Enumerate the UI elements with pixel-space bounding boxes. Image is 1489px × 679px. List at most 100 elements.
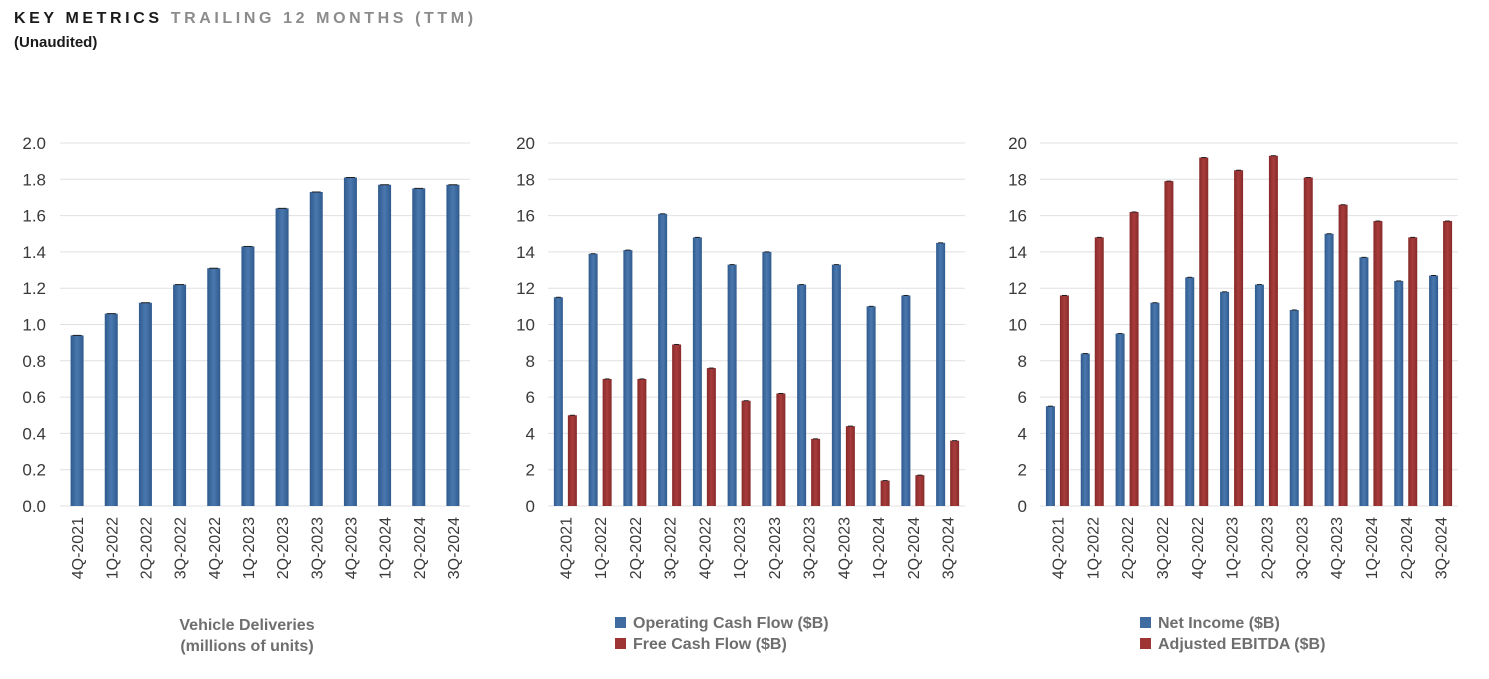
chart3-bar-s1 — [1185, 277, 1195, 506]
chart3-bar-s1 — [1324, 233, 1334, 506]
chart2-bar-s1 — [658, 213, 668, 506]
chart3-y-tick: 16 — [1008, 207, 1027, 226]
chart3-bar-s1 — [1045, 406, 1055, 506]
chart3-bar-s2 — [1199, 157, 1209, 506]
chart1-x-tick: 2Q-2022 — [138, 517, 155, 579]
chart2-y-tick: 8 — [526, 352, 535, 371]
chart2-bar-s2 — [741, 400, 751, 506]
chart3-bar-s2 — [1164, 181, 1174, 507]
chart2-legend-label: Operating Cash Flow ($B) — [633, 615, 829, 632]
chart2-bar-s1 — [866, 306, 876, 506]
chart1-y-tick: 0.2 — [22, 461, 46, 480]
chart1-x-tick: 1Q-2023 — [241, 517, 258, 579]
chart1-bar-s1 — [309, 192, 323, 506]
chart2-legend-swatch — [615, 638, 626, 649]
chart2-bar-s2 — [880, 480, 890, 506]
chart1-y-tick: 0.4 — [22, 424, 46, 443]
chart3-x-tick: 1Q-2022 — [1085, 517, 1102, 579]
chart2-y-tick: 16 — [516, 207, 535, 226]
chart3-x-tick: 4Q-2022 — [1190, 517, 1207, 579]
chart3-bar-s2 — [1059, 295, 1069, 506]
chart2-bar-s2 — [845, 426, 855, 506]
chart2-bar-s2 — [567, 415, 577, 506]
chart2-y-tick: 12 — [516, 279, 535, 298]
chart1-caption-line: Vehicle Deliveries — [179, 617, 314, 634]
chart1-bar-s1 — [138, 302, 152, 506]
chart3-legend-swatch — [1140, 617, 1151, 628]
chart1-bar-s1 — [104, 313, 118, 506]
chart2-bar-s1 — [762, 251, 772, 506]
chart3-x-tick: 3Q-2024 — [1434, 517, 1451, 579]
chart2-y-tick: 6 — [526, 388, 535, 407]
chart1-y-tick: 2.0 — [22, 134, 46, 153]
chart1-bar-s1 — [70, 335, 84, 506]
chart3-x-tick: 3Q-2023 — [1294, 517, 1311, 579]
chart1-x-tick: 2Q-2024 — [412, 517, 429, 579]
chart2-x-tick: 4Q-2023 — [836, 517, 853, 579]
chart2-y-tick: 14 — [516, 243, 535, 262]
chart3-y-tick: 12 — [1008, 279, 1027, 298]
chart3-y-tick: 6 — [1018, 388, 1027, 407]
chart2-y-tick: 18 — [516, 170, 535, 189]
chart3-bar-s1 — [1394, 280, 1404, 506]
chart1-bar-s1 — [207, 268, 221, 506]
chart3-bar-s2 — [1303, 177, 1313, 507]
chart2-bar-s1 — [727, 264, 737, 506]
chart1-x-tick: 4Q-2022 — [207, 517, 224, 579]
chart3-x-tick: 2Q-2022 — [1120, 517, 1137, 579]
chart3-bar-s1 — [1220, 291, 1230, 506]
chart2-legend-label: Free Cash Flow ($B) — [633, 636, 787, 653]
chart2-bar-s1 — [553, 297, 563, 506]
chart2-bar-s2 — [811, 438, 821, 506]
chart1-bar-s1 — [378, 184, 392, 506]
chart1-bar-s1 — [241, 246, 255, 506]
chart1-y-tick: 1.2 — [22, 279, 46, 298]
chart3-legend-label: Net Income ($B) — [1158, 615, 1280, 632]
chart3-bar-s2 — [1234, 170, 1244, 506]
chart1-y-tick: 1.6 — [22, 207, 46, 226]
chart2-y-tick: 0 — [526, 497, 535, 516]
chart1-bar-s1 — [275, 208, 289, 506]
chart1-x-tick: 4Q-2021 — [70, 517, 87, 579]
chart1-bar-s1 — [343, 177, 357, 507]
chart3-y-tick: 2 — [1018, 461, 1027, 480]
chart3-bar-s2 — [1338, 204, 1348, 506]
chart1-y-tick: 1.4 — [22, 243, 46, 262]
chart2-x-tick: 1Q-2024 — [871, 517, 888, 579]
chart2-bar-s1 — [692, 237, 702, 506]
chart2-x-tick: 3Q-2022 — [663, 517, 680, 579]
chart3-x-tick: 2Q-2024 — [1399, 517, 1416, 579]
chart1-caption-line: (millions of units) — [180, 638, 313, 655]
chart3-legend-swatch — [1140, 638, 1151, 649]
chart3-x-tick: 1Q-2024 — [1364, 517, 1381, 579]
unaudited-note: (Unaudited) — [14, 34, 98, 51]
chart2-bar-s2 — [776, 393, 786, 506]
chart2-bar-s1 — [588, 253, 598, 506]
chart3-legend-label: Adjusted EBITDA ($B) — [1158, 636, 1325, 653]
chart3-bar-s2 — [1408, 237, 1418, 506]
chart3-bar-s2 — [1268, 155, 1278, 506]
chart2-bar-s2 — [672, 344, 682, 506]
chart1-x-tick: 1Q-2022 — [104, 517, 121, 579]
chart1-x-tick: 3Q-2023 — [309, 517, 326, 579]
chart1-x-tick: 4Q-2023 — [343, 517, 360, 579]
chart2-bar-s2 — [950, 440, 960, 506]
chart3-y-tick: 0 — [1018, 497, 1027, 516]
chart3-y-tick: 4 — [1018, 424, 1027, 443]
chart1-y-tick: 1.0 — [22, 316, 46, 335]
chart1-bar-s1 — [173, 284, 187, 506]
chart3-y-tick: 8 — [1018, 352, 1027, 371]
chart1-x-tick: 2Q-2023 — [275, 517, 292, 579]
chart2-bar-s1 — [936, 242, 946, 506]
chart1-x-tick: 3Q-2022 — [173, 517, 190, 579]
chart3-bar-s2 — [1443, 221, 1453, 507]
chart2-x-tick: 1Q-2022 — [593, 517, 610, 579]
chart2-x-tick: 3Q-2023 — [802, 517, 819, 579]
chart1-x-tick: 1Q-2024 — [378, 517, 395, 579]
chart3-bar-s1 — [1289, 309, 1299, 506]
chart2-x-tick: 2Q-2023 — [767, 517, 784, 579]
page-title: KEY METRICS TRAILING 12 MONTHS (TTM) — [14, 10, 477, 28]
chart3-bar-s1 — [1080, 353, 1090, 506]
chart2-bar-s2 — [706, 368, 716, 506]
